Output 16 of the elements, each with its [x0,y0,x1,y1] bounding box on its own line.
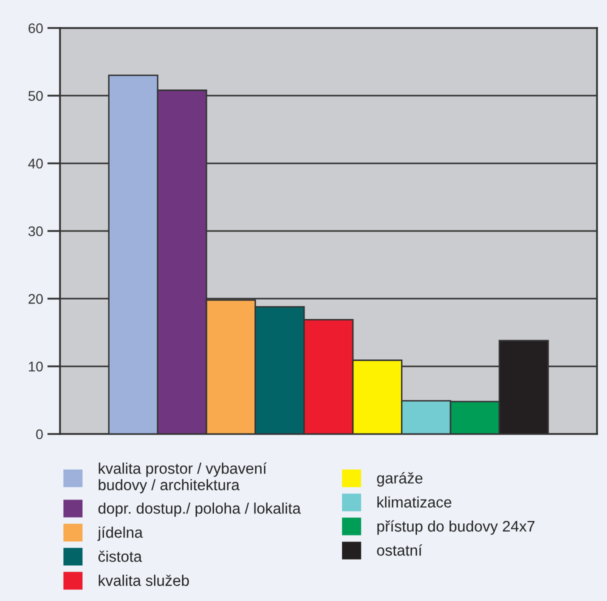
legend-label: klimatizace [377,496,452,508]
y-tick-label: 30 [28,226,43,236]
y-tick-label: 20 [28,294,43,304]
y-tick-label: 10 [28,362,43,372]
legend-label: jídelna [97,526,143,541]
legend-label: dopr. dostup./ poloha / lokalita [98,502,301,517]
legend-label: garáže [377,472,422,487]
legend-label: kvalita prostor / vybavení budovy / architektura [98,462,267,494]
legend-label: ostatní [377,544,422,556]
legend-label: přístup do budovy 24x7 [377,520,534,535]
y-tick-label: 50 [28,91,43,101]
legend-label: čistota [98,550,142,562]
legend-label: kvalita služeb [98,574,189,586]
y-tick-label: 0 [36,429,43,440]
y-tick-label: 40 [28,158,43,169]
y-tick-label: 60 [28,23,43,34]
